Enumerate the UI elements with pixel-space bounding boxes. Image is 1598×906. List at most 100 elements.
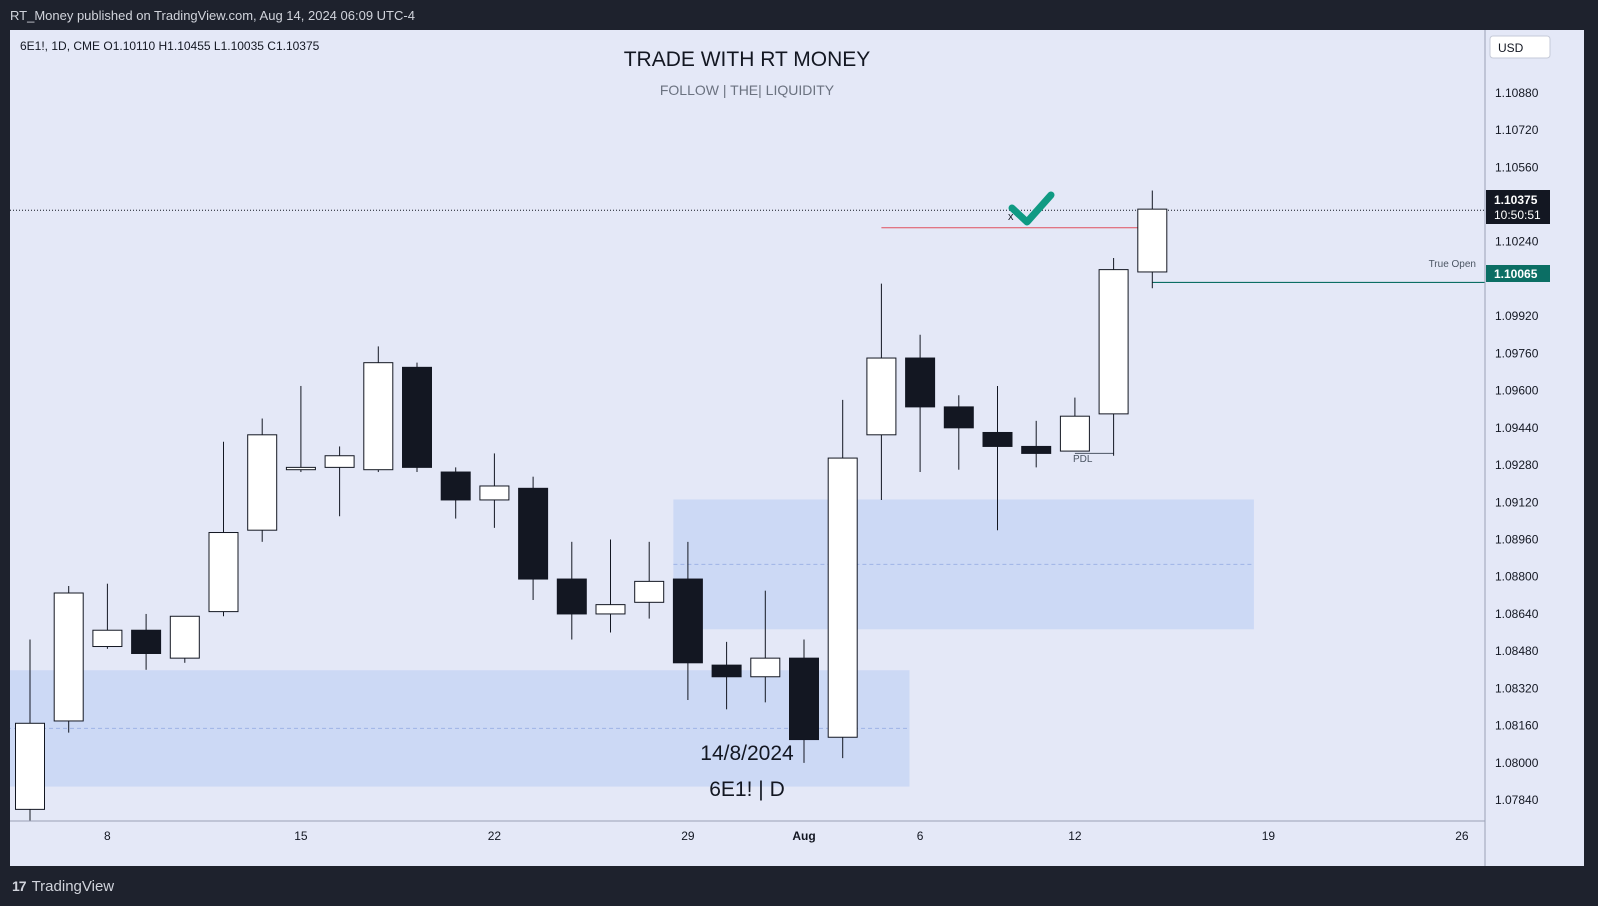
watermark-date: 14/8/2024	[700, 742, 794, 765]
candlestick-chart[interactable]: 6E1!, 1D, CME O1.10110 H1.10455 L1.10035…	[0, 30, 1584, 866]
candle-6[interactable]	[247, 418, 278, 542]
bull-candle-body	[53, 592, 84, 722]
true-open-value: 1.10065	[1494, 267, 1538, 281]
last-price-value: 1.10375	[1494, 193, 1538, 207]
candle-8[interactable]	[324, 446, 355, 517]
zones-layer	[0, 499, 1254, 787]
candle-23[interactable]	[905, 334, 936, 473]
bull-candle-body	[750, 657, 781, 678]
candle-16[interactable]	[634, 541, 665, 619]
price-tick-label: 1.08640	[1495, 607, 1539, 621]
candle-17[interactable]	[672, 541, 703, 701]
bull-candle-body	[15, 722, 45, 810]
publish-header: RT_Money published on TradingView.com, A…	[0, 0, 1598, 30]
bull-candle-body	[827, 457, 858, 738]
candle-22[interactable]	[866, 283, 897, 500]
price-tick-label: 1.09760	[1495, 346, 1539, 360]
bull-candle-body	[595, 604, 626, 615]
check-mark-icon	[1008, 191, 1055, 226]
tradingview-brand: TradingView	[31, 877, 115, 895]
bear-candle-body	[905, 357, 936, 408]
bear-candle-body	[440, 471, 471, 501]
pdl-label: PDL	[1073, 454, 1093, 465]
price-tick-label: 1.10720	[1495, 123, 1539, 137]
countdown-value: 10:50:51	[1494, 208, 1541, 222]
bear-candle-body	[518, 487, 549, 580]
candle-4[interactable]	[169, 615, 200, 663]
bull-candle-body	[1059, 415, 1090, 452]
price-tick-label: 1.08800	[1495, 570, 1539, 584]
candle-9[interactable]	[363, 346, 394, 473]
bear-candle-body	[943, 406, 974, 429]
currency-label: USD	[1498, 41, 1524, 55]
candle-1[interactable]	[53, 586, 84, 733]
bull-candle-body	[92, 629, 123, 648]
chart-title: TRADE WITH RT MONEY	[624, 48, 871, 71]
candle-2[interactable]	[92, 583, 123, 649]
time-tick-label: 12	[1068, 829, 1082, 843]
tradingview-logo[interactable]: 17 TradingView	[12, 878, 114, 895]
price-axis[interactable]: 1.10880 1.10720 1.10560 1.10240 1.09920 1.097…	[1495, 86, 1539, 807]
price-tick-label: 1.10240	[1495, 235, 1539, 249]
time-tick-label: 15	[294, 829, 308, 843]
bull-candle-body	[169, 615, 200, 659]
bull-candle-body	[285, 466, 316, 471]
candle-18[interactable]	[711, 641, 742, 710]
candle-15[interactable]	[595, 539, 626, 633]
time-tick-label: 22	[488, 829, 502, 843]
published-text: RT_Money published on TradingView.com, A…	[10, 7, 415, 23]
time-tick-label: 6	[917, 829, 924, 843]
candle-26[interactable]	[1021, 420, 1052, 468]
price-tick-label: 1.09440	[1495, 421, 1539, 435]
bear-candle-body	[556, 578, 587, 615]
candle-24[interactable]	[943, 395, 974, 470]
price-tick-label: 1.09280	[1495, 458, 1539, 472]
footer-bar: 17 TradingView	[0, 866, 1598, 906]
candle-5[interactable]	[208, 441, 239, 617]
candle-25[interactable]	[982, 385, 1013, 531]
time-tick-label: 8	[104, 829, 111, 843]
bull-candle-body	[324, 455, 355, 468]
candle-29[interactable]	[1137, 190, 1168, 289]
candle-14[interactable]	[556, 541, 587, 640]
currency-box[interactable]	[1489, 35, 1551, 59]
time-tick-label: 29	[681, 829, 695, 843]
tradingview-logo-icon: 17	[12, 878, 27, 894]
bear-candle-body	[789, 657, 819, 741]
price-tick-label: 1.09920	[1495, 309, 1539, 323]
candle-21[interactable]	[827, 399, 858, 759]
liquidity-zone-0	[0, 670, 910, 787]
candle-19[interactable]	[750, 590, 781, 703]
candle-7[interactable]	[285, 385, 316, 473]
chart-subtitle: FOLLOW | THE| LIQUIDITY	[660, 82, 835, 98]
candle-28[interactable]	[1098, 257, 1129, 456]
candle-20[interactable]	[789, 639, 819, 763]
price-tick-label: 1.08320	[1495, 681, 1539, 695]
time-tick-label: 26	[1455, 829, 1469, 843]
bull-candle-body	[479, 485, 510, 501]
ohlc-legend: 6E1!, 1D, CME O1.10110 H1.10455 L1.10035…	[20, 39, 320, 53]
bear-candle-body	[131, 629, 162, 654]
price-tick-label: 1.10560	[1495, 160, 1539, 174]
bear-candle-body	[982, 431, 1013, 447]
bull-candle-body	[363, 362, 394, 471]
price-tick-label: 1.09120	[1495, 495, 1539, 509]
price-tick-label: 1.07840	[1495, 793, 1539, 807]
chart-area[interactable]: 6E1!, 1D, CME O1.10110 H1.10455 L1.10035…	[0, 30, 1584, 866]
last-price-badge	[1486, 190, 1550, 224]
watermark-symbol: 6E1! | D	[709, 778, 785, 801]
candle-11[interactable]	[440, 467, 471, 519]
candle-0[interactable]	[15, 639, 45, 821]
candle-10[interactable]	[402, 362, 432, 473]
time-tick-label: Aug	[792, 829, 815, 843]
candle-13[interactable]	[518, 476, 549, 600]
candle-12[interactable]	[479, 453, 510, 528]
bull-candle-body	[866, 357, 897, 436]
bear-candle-body	[402, 366, 432, 468]
bull-candle-body	[247, 434, 278, 531]
time-axis[interactable]: 8 15 22 29 Aug 6 12 19 26	[104, 829, 1469, 843]
candle-3[interactable]	[131, 613, 162, 670]
candle-27[interactable]	[1059, 397, 1090, 452]
candles-layer[interactable]	[15, 190, 1168, 821]
true-open-label: True Open	[1429, 259, 1476, 270]
